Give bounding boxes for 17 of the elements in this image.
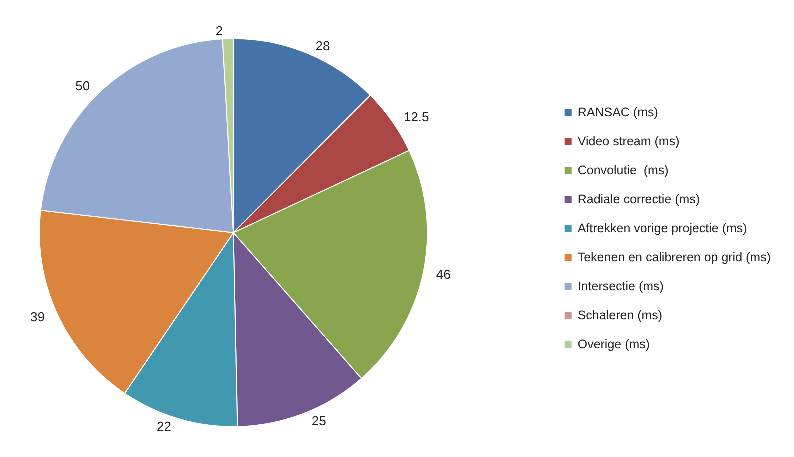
- data-label: 50: [76, 78, 90, 94]
- legend-label: Intersectie (ms): [578, 280, 664, 294]
- data-label: 46: [436, 266, 451, 282]
- legend-label: Video stream (ms): [578, 134, 680, 148]
- data-label: 2: [216, 23, 223, 38]
- data-label: 22: [156, 419, 172, 434]
- legend-label: Aftrekken vorige projectie (ms): [578, 222, 748, 236]
- legend-label: Tekenen en calibreren op grid (ms): [578, 250, 772, 264]
- data-label: 39: [30, 310, 45, 325]
- legend-label: Convolutie (ms): [578, 164, 669, 178]
- legend-label: RANSAC (ms): [578, 106, 658, 120]
- data-label: 12.5: [404, 109, 430, 124]
- data-label: 25: [312, 414, 326, 429]
- data-label: 28: [316, 38, 330, 54]
- legend-label: Schaleren (ms): [578, 308, 663, 322]
- legend-label: Radiale correctie (ms): [578, 192, 700, 206]
- legend-label: Overige (ms): [578, 338, 650, 352]
